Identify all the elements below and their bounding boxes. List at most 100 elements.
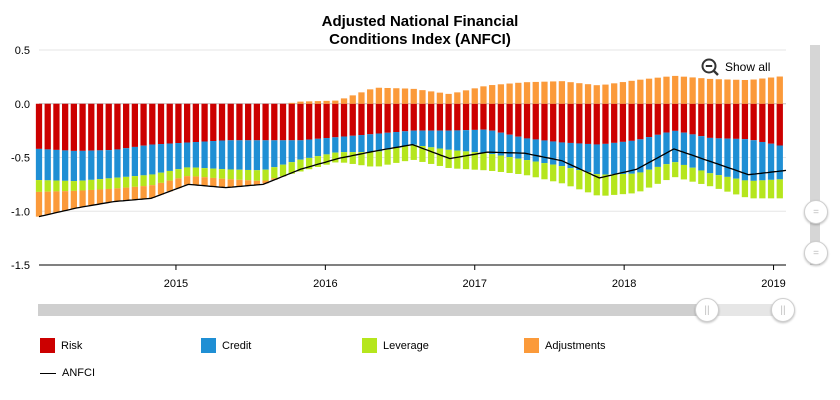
bar-risk [192,103,200,143]
bar-risk [218,103,226,141]
scrollbar-range[interactable] [38,304,706,316]
bar-leverage [776,179,783,199]
bar-credit [367,134,374,153]
bar-leverage [523,160,531,176]
bar-adjustments [358,92,365,104]
legend-item-anfci[interactable]: ANFCI [40,367,95,379]
y-tick-label: -1.0 [11,206,30,218]
bar-risk [410,103,417,131]
bar-credit [358,135,365,153]
bar-risk [79,103,86,151]
bar-risk [70,103,77,151]
legend-item-adjustments[interactable]: Adjustments [524,338,606,353]
bar-adjustments [184,176,191,185]
bar-risk [210,103,217,142]
bar-adjustments [105,188,112,203]
bar-leverage [680,164,688,180]
vertical-bottom-handle[interactable]: = [804,241,828,265]
bar-leverage [532,161,539,178]
scrollbar-left-handle[interactable]: || [695,298,719,322]
bar-leverage [44,180,51,192]
bar-adjustments [672,75,679,104]
bar-adjustments [253,180,261,185]
bar-risk [576,103,583,144]
bar-adjustments [489,85,496,104]
y-tick-label: -0.5 [11,153,30,165]
bar-leverage [672,162,679,178]
bar-leverage [628,173,635,194]
bar-leverage [602,174,609,196]
bar-leverage [62,180,69,192]
bar-adjustments [210,177,217,187]
bar-risk [706,103,714,138]
bar-leverage [166,170,173,181]
bar-risk [558,103,566,143]
chart-title-line-1: Adjusted National Financial [321,13,519,30]
vertical-top-handle[interactable]: = [804,200,828,224]
bar-leverage [227,169,234,180]
bar-credit [227,140,234,170]
bar-risk [149,103,156,145]
bar-leverage [611,174,618,195]
bar-credit [602,143,609,175]
legend-item-leverage[interactable]: Leverage [362,338,429,353]
bar-credit [175,143,182,170]
bar-adjustments [297,101,304,104]
bar-leverage [541,163,548,180]
bar-credit [428,130,435,148]
bar-credit [114,149,121,178]
bar-leverage [428,147,435,164]
bar-risk [637,103,644,140]
bar-leverage [253,170,261,181]
bar-adjustments [340,98,348,104]
bar-leverage [550,164,557,182]
bar-adjustments [680,76,688,104]
legend-label-risk: Risk [61,339,83,352]
bar-risk [663,103,670,133]
bar-risk [506,103,513,135]
bar-leverage [663,164,670,181]
x-tick-label: 2017 [463,278,487,290]
bar-credit [628,140,635,174]
bar-leverage [53,180,60,192]
show-all-button[interactable]: Show all [701,58,770,76]
bar-risk [157,103,165,145]
bar-leverage [288,162,295,174]
bar-risk [323,103,330,139]
bar-risk [306,103,313,140]
horizontal-scrollbar[interactable] [38,304,786,316]
bar-credit [497,132,505,156]
bar-adjustments [532,81,539,104]
bar-risk [131,103,139,147]
bar-credit [297,140,304,160]
vertical-scrollbar[interactable] [810,45,820,265]
bar-risk [584,103,592,144]
bar-leverage [410,144,417,160]
chart-title-line-2: Conditions Index (ANFCI) [329,31,511,48]
legend-item-risk[interactable]: Risk [40,338,82,353]
bar-leverage [454,150,461,169]
bar-leverage [279,164,287,176]
bar-leverage [332,152,339,163]
bar-risk [724,103,731,139]
bar-risk [541,103,548,141]
bar-adjustments [175,178,182,189]
bar-risk [253,103,261,141]
bar-credit [236,140,243,170]
bar-risk [515,103,522,137]
legend-label-credit: Credit [222,339,252,352]
bar-leverage [689,167,696,182]
bar-leverage [619,174,627,195]
bar-leverage [314,156,322,167]
bar-risk [767,103,775,144]
bar-leverage [218,169,226,179]
scrollbar-right-handle[interactable]: || [771,298,795,322]
bar-credit [724,138,731,177]
bar-adjustments [149,185,156,198]
bar-credit [340,136,348,153]
legend-item-credit[interactable]: Credit [201,338,251,353]
bar-leverage [358,152,365,166]
bar-credit [184,142,191,168]
bar-credit [489,130,496,155]
